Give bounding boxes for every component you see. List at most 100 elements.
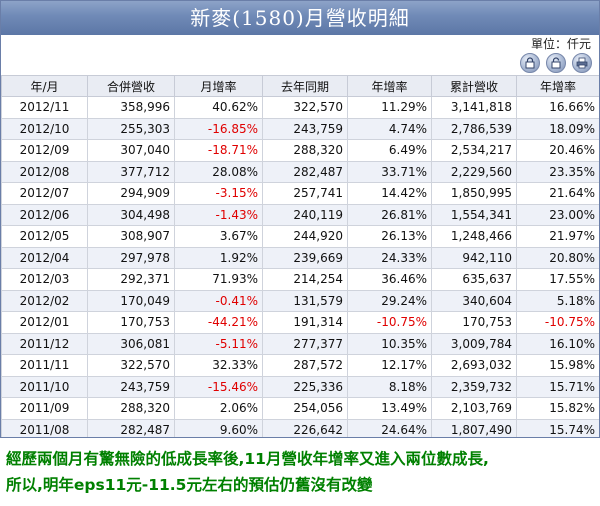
table-row: 2012/01 170,753 -44.21% 191,314 -10.75% 170,7…	[1, 311, 599, 334]
cell-revenue: 307,040	[87, 139, 175, 162]
cell-month: 2012/01	[1, 311, 88, 334]
cell-last-year: 243,759	[262, 117, 348, 140]
table-row: 2012/05 308,907 3.67% 244,920 26.13% 1,248,46…	[1, 225, 599, 248]
table-row: 2011/08 282,487 9.60% 226,642 24.64% 1,807,49…	[1, 418, 599, 437]
cell-revenue: 170,753	[87, 311, 175, 334]
cell-last-year: 254,056	[262, 397, 348, 420]
cell-month: 2012/04	[1, 246, 88, 269]
cell-cumulative: 2,786,539	[431, 117, 517, 140]
cell-yoy: 29.24%	[347, 289, 432, 312]
cell-last-year: 131,579	[262, 289, 348, 312]
cell-cum-yoy: 17.55%	[516, 268, 599, 291]
cell-yoy: 14.42%	[347, 182, 432, 205]
col-header-yoy[interactable]: 年增率	[347, 75, 432, 97]
col-header-month[interactable]: 年/月	[1, 75, 88, 97]
cell-mom: 3.67%	[174, 225, 263, 248]
cell-mom: -16.85%	[174, 117, 263, 140]
cell-revenue: 255,303	[87, 117, 175, 140]
cell-yoy: 6.49%	[347, 139, 432, 162]
cell-cum-yoy: 21.97%	[516, 225, 599, 248]
cell-month: 2012/06	[1, 203, 88, 226]
cell-revenue: 358,996	[87, 96, 175, 119]
cell-cumulative: 2,359,732	[431, 375, 517, 398]
cell-yoy: 13.49%	[347, 397, 432, 420]
table-row: 2012/03 292,371 71.93% 214,254 36.46% 635,637…	[1, 268, 599, 291]
cell-revenue: 243,759	[87, 375, 175, 398]
cell-yoy: 33.71%	[347, 160, 432, 183]
unlock-icon[interactable]	[546, 53, 566, 73]
cell-month: 2012/11	[1, 96, 88, 119]
cell-cum-yoy: 15.98%	[516, 354, 599, 377]
table-row: 2012/06 304,498 -1.43% 240,119 26.81% 1,554,3…	[1, 203, 599, 226]
table-row: 2011/09 288,320 2.06% 254,056 13.49% 2,103,76…	[1, 397, 599, 420]
cell-last-year: 226,642	[262, 418, 348, 437]
cell-month: 2012/05	[1, 225, 88, 248]
cell-yoy: 26.81%	[347, 203, 432, 226]
lock-icon[interactable]	[520, 53, 540, 73]
cell-mom: -0.41%	[174, 289, 263, 312]
cell-last-year: 277,377	[262, 332, 348, 355]
cell-cum-yoy: 16.66%	[516, 96, 599, 119]
cell-last-year: 191,314	[262, 311, 348, 334]
cell-cumulative: 1,248,466	[431, 225, 517, 248]
cell-yoy: 26.13%	[347, 225, 432, 248]
note-line: 經歷兩個月有驚無險的低成長率後,11月營收年增率又進入兩位數成長,	[6, 450, 489, 468]
cell-month: 2012/03	[1, 268, 88, 291]
revenue-panel: 新麥(1580)月營收明細 單位：仟元 年/月 合併營收 月增率 去年同期 年增…	[0, 0, 600, 438]
cell-last-year: 239,669	[262, 246, 348, 269]
cell-month: 2011/11	[1, 354, 88, 377]
cell-revenue: 288,320	[87, 397, 175, 420]
cell-cumulative: 1,850,995	[431, 182, 517, 205]
cell-revenue: 377,712	[87, 160, 175, 183]
cell-yoy: 36.46%	[347, 268, 432, 291]
cell-month: 2011/09	[1, 397, 88, 420]
col-header-last-year[interactable]: 去年同期	[262, 75, 348, 97]
cell-cumulative: 2,534,217	[431, 139, 517, 162]
cell-revenue: 304,498	[87, 203, 175, 226]
revenue-table: 年/月 合併營收 月增率 去年同期 年增率 累計營收 年增率 2012/11 35…	[1, 75, 599, 437]
cell-cumulative: 340,604	[431, 289, 517, 312]
note-line: 所以,明年eps11元-11.5元左右的預估仍舊沒有改變	[6, 476, 373, 494]
cell-month: 2011/12	[1, 332, 88, 355]
cell-last-year: 282,487	[262, 160, 348, 183]
cell-mom: -3.15%	[174, 182, 263, 205]
cell-mom: 9.60%	[174, 418, 263, 437]
cell-mom: 40.62%	[174, 96, 263, 119]
cell-cumulative: 635,637	[431, 268, 517, 291]
cell-month: 2012/07	[1, 182, 88, 205]
cell-cum-yoy: 23.35%	[516, 160, 599, 183]
cell-revenue: 170,049	[87, 289, 175, 312]
cell-last-year: 240,119	[262, 203, 348, 226]
cell-revenue: 282,487	[87, 418, 175, 437]
cell-revenue: 306,081	[87, 332, 175, 355]
cell-cum-yoy: 5.18%	[516, 289, 599, 312]
cell-cum-yoy: 15.71%	[516, 375, 599, 398]
cell-cumulative: 942,110	[431, 246, 517, 269]
col-header-mom[interactable]: 月增率	[174, 75, 263, 97]
cell-cumulative: 3,009,784	[431, 332, 517, 355]
cell-revenue: 308,907	[87, 225, 175, 248]
cell-yoy: 24.33%	[347, 246, 432, 269]
col-header-revenue[interactable]: 合併營收	[87, 75, 175, 97]
cell-revenue: 292,371	[87, 268, 175, 291]
unit-label: 單位：仟元	[1, 35, 599, 53]
cell-cum-yoy: 20.80%	[516, 246, 599, 269]
col-header-cumulative[interactable]: 累計營收	[431, 75, 517, 97]
cell-cumulative: 1,807,490	[431, 418, 517, 437]
table-row: 2012/07 294,909 -3.15% 257,741 14.42% 1,850,9…	[1, 182, 599, 205]
cell-cumulative: 3,141,818	[431, 96, 517, 119]
cell-yoy: 8.18%	[347, 375, 432, 398]
cell-last-year: 257,741	[262, 182, 348, 205]
cell-month: 2012/02	[1, 289, 88, 312]
cell-mom: 2.06%	[174, 397, 263, 420]
col-header-cum-yoy[interactable]: 年增率	[516, 75, 599, 97]
cell-last-year: 287,572	[262, 354, 348, 377]
cell-month: 2012/10	[1, 117, 88, 140]
print-icon[interactable]	[572, 53, 592, 73]
table-row: 2012/04 297,978 1.92% 239,669 24.33% 942,110 2…	[1, 246, 599, 269]
cell-last-year: 225,336	[262, 375, 348, 398]
toolbar	[1, 53, 599, 75]
cell-last-year: 214,254	[262, 268, 348, 291]
table-body: 2012/11 358,996 40.62% 322,570 11.29% 3,141,8…	[1, 96, 599, 437]
cell-revenue: 297,978	[87, 246, 175, 269]
